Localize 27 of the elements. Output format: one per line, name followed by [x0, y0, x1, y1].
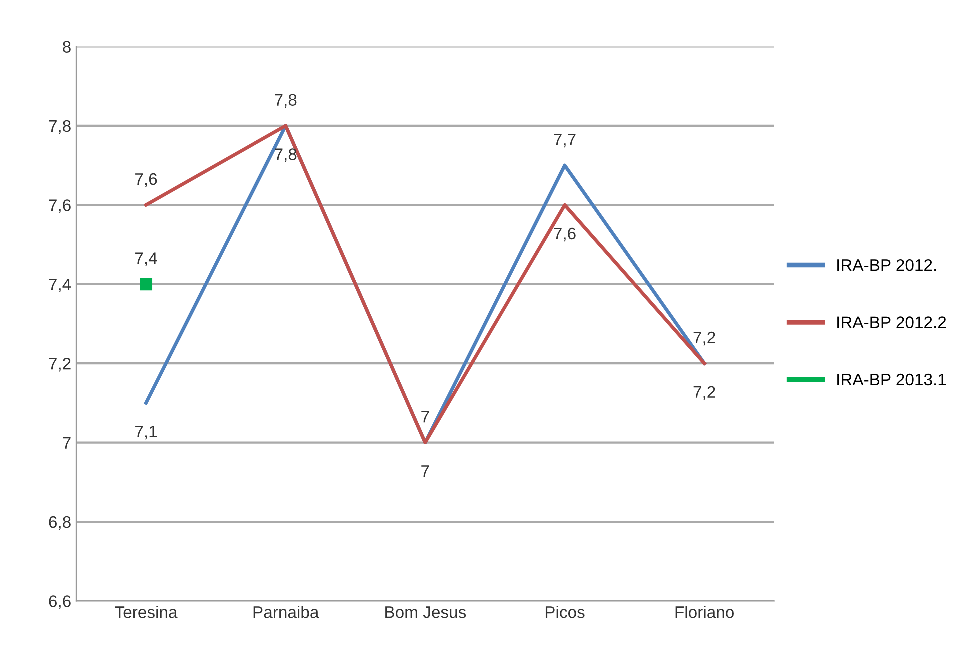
data-label: 7,8: [275, 148, 297, 162]
data-label: 7,1: [136, 426, 158, 440]
y-tick-label: 6,6: [49, 596, 71, 610]
data-label: 7: [422, 466, 430, 478]
x-tick-label: Floriano: [676, 606, 734, 618]
x-tick-label: Teresina: [115, 606, 178, 618]
data-label: 7: [422, 411, 430, 423]
x-tick-label: Bom Jesus: [386, 606, 466, 618]
legend-label: IRA-BP 2013.1: [838, 374, 946, 386]
x-tick-label: Parnaiba: [254, 606, 320, 618]
data-label: 7,2: [694, 332, 716, 346]
y-tick-label: 6,8: [49, 516, 71, 530]
legend-label: IRA-BP 2012.2: [838, 316, 946, 328]
data-label: 7,4: [136, 252, 158, 266]
data-label: 7,8: [275, 94, 297, 108]
y-tick-label: 7,2: [49, 358, 71, 372]
y-tick-label: 7,8: [49, 120, 71, 134]
y-tick-label: 8: [63, 41, 71, 53]
y-tick-label: 7: [63, 437, 71, 449]
y-tick-label: 7,4: [49, 278, 72, 293]
data-label: 7,7: [554, 134, 576, 148]
data-label: 7,2: [694, 386, 716, 400]
data-label: 7,6: [136, 173, 158, 188]
data-label: 7,6: [554, 228, 576, 242]
y-tick-label: 7,6: [49, 200, 71, 214]
x-tick-label: Picos: [546, 606, 585, 618]
legend-label: IRA-BP 2012.: [838, 259, 936, 272]
